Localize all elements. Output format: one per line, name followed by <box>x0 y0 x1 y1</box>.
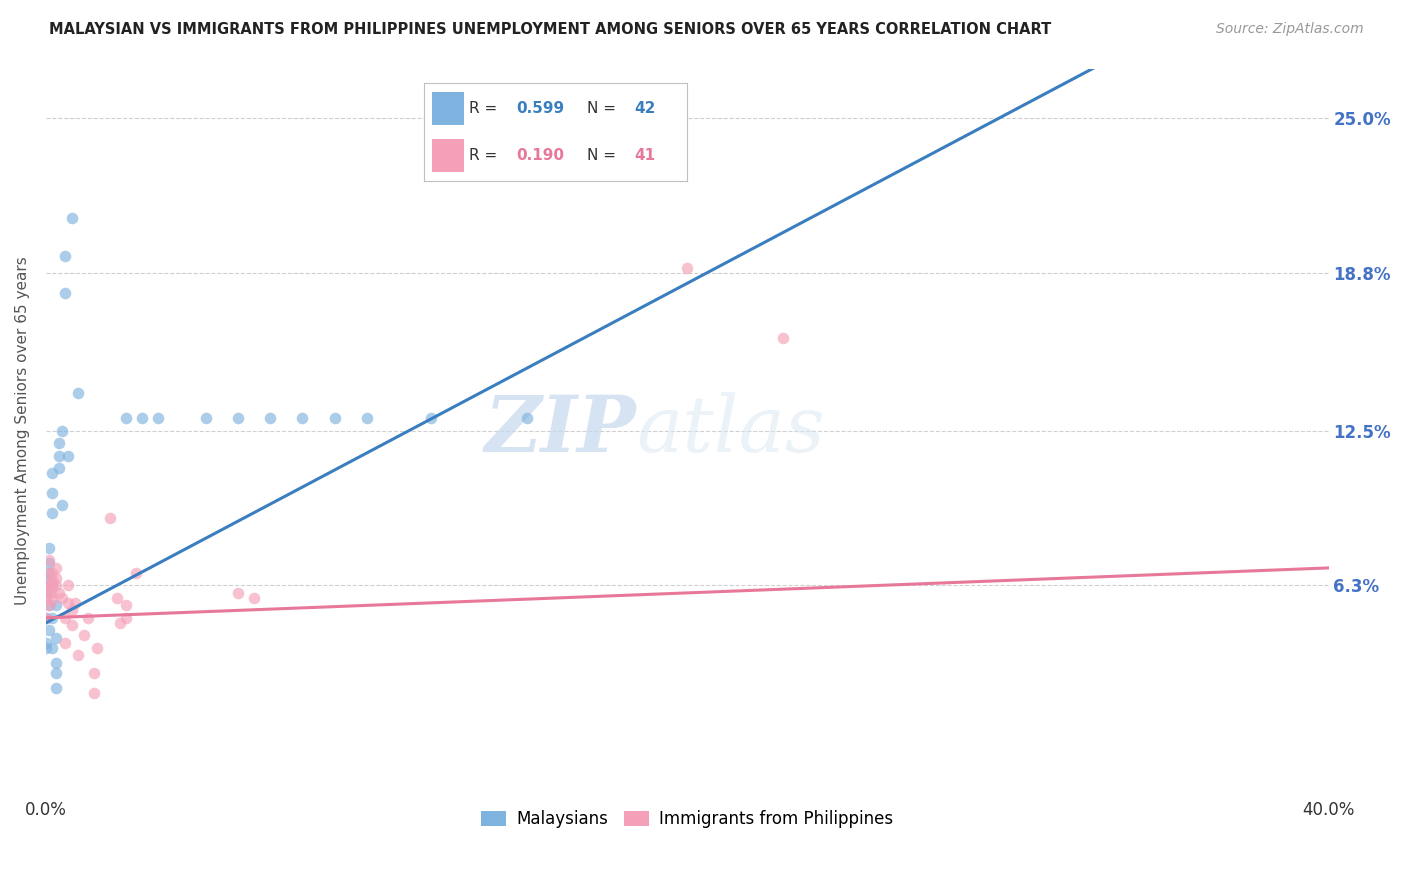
Point <box>35 586 58 600</box>
Point <box>41 586 63 600</box>
Point <box>38 578 60 592</box>
Text: atlas: atlas <box>636 392 825 468</box>
Point <box>115 611 138 625</box>
Point <box>228 586 250 600</box>
Point <box>48 461 70 475</box>
Point <box>53 611 76 625</box>
Point <box>41 578 63 592</box>
Point <box>148 411 170 425</box>
Point <box>45 561 67 575</box>
Point <box>35 591 58 605</box>
Point <box>195 411 218 425</box>
Point <box>67 386 90 401</box>
Point <box>38 566 60 580</box>
Point <box>45 681 67 695</box>
Point <box>48 436 70 450</box>
Point <box>51 424 73 438</box>
Point <box>58 578 80 592</box>
Point <box>35 636 58 650</box>
Point <box>73 628 96 642</box>
Point <box>76 611 98 625</box>
Point <box>516 411 538 425</box>
Point <box>41 566 63 580</box>
Point <box>51 499 73 513</box>
Point <box>228 411 250 425</box>
Point <box>38 578 60 592</box>
Point <box>38 541 60 555</box>
Point <box>45 665 67 680</box>
Point <box>98 511 121 525</box>
Point <box>35 611 58 625</box>
Point <box>60 603 83 617</box>
Point <box>131 411 153 425</box>
Point <box>38 624 60 638</box>
Point <box>38 574 60 588</box>
Point <box>83 686 105 700</box>
Point <box>38 599 60 613</box>
Point <box>291 411 314 425</box>
Point <box>45 656 67 670</box>
Point <box>323 411 346 425</box>
Point <box>67 648 90 663</box>
Point <box>86 640 108 655</box>
Point <box>259 411 281 425</box>
Point <box>38 599 60 613</box>
Point <box>108 615 131 630</box>
Point <box>38 553 60 567</box>
Point <box>41 486 63 500</box>
Point <box>53 636 76 650</box>
Point <box>63 596 86 610</box>
Point <box>35 640 58 655</box>
Point <box>125 566 148 580</box>
Point <box>105 591 128 605</box>
Point <box>58 449 80 463</box>
Point <box>41 506 63 520</box>
Legend: Malaysians, Immigrants from Philippines: Malaysians, Immigrants from Philippines <box>474 804 900 835</box>
Point <box>676 261 699 276</box>
Point <box>243 591 266 605</box>
Text: ZIP: ZIP <box>484 392 636 469</box>
Point <box>41 593 63 607</box>
Point <box>48 586 70 600</box>
Point <box>51 591 73 605</box>
Point <box>356 411 378 425</box>
Point <box>60 211 83 226</box>
Point <box>38 556 60 570</box>
Point <box>53 249 76 263</box>
Point <box>45 599 67 613</box>
Point <box>38 586 60 600</box>
Point <box>35 611 58 625</box>
Point <box>38 566 60 580</box>
Y-axis label: Unemployment Among Seniors over 65 years: Unemployment Among Seniors over 65 years <box>15 256 30 605</box>
Point <box>48 449 70 463</box>
Point <box>45 578 67 592</box>
Point <box>41 574 63 588</box>
Point <box>60 618 83 632</box>
Point <box>41 466 63 480</box>
Point <box>772 331 794 345</box>
Point <box>419 411 441 425</box>
Point <box>115 411 138 425</box>
Text: Source: ZipAtlas.com: Source: ZipAtlas.com <box>1216 22 1364 37</box>
Point <box>58 596 80 610</box>
Point <box>115 599 138 613</box>
Point <box>41 578 63 592</box>
Point <box>45 631 67 645</box>
Point <box>41 640 63 655</box>
Point <box>45 571 67 585</box>
Point <box>53 286 76 301</box>
Point <box>83 665 105 680</box>
Text: MALAYSIAN VS IMMIGRANTS FROM PHILIPPINES UNEMPLOYMENT AMONG SENIORS OVER 65 YEAR: MALAYSIAN VS IMMIGRANTS FROM PHILIPPINES… <box>49 22 1052 37</box>
Point <box>41 611 63 625</box>
